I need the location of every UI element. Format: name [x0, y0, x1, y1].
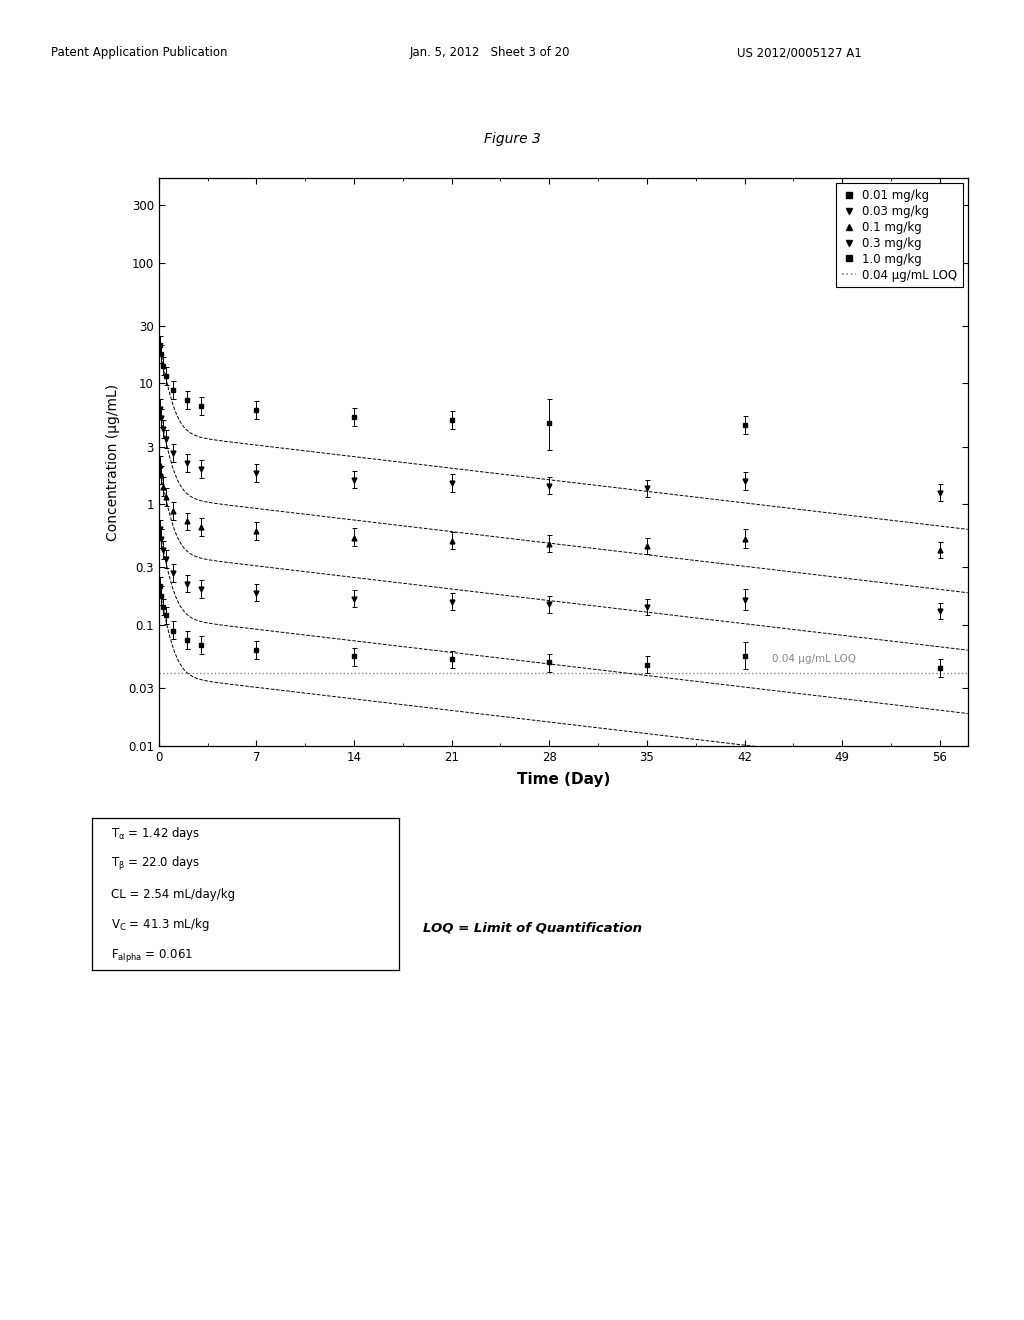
- Text: V$_{\mathregular{C}}$ = 41.3 mL/kg: V$_{\mathregular{C}}$ = 41.3 mL/kg: [111, 916, 209, 933]
- Text: CL = 2.54 mL/day/kg: CL = 2.54 mL/day/kg: [111, 888, 234, 900]
- X-axis label: Time (Day): Time (Day): [516, 772, 610, 787]
- Text: Patent Application Publication: Patent Application Publication: [51, 46, 227, 59]
- Text: Figure 3: Figure 3: [483, 132, 541, 145]
- Text: T$_{\mathregular{\alpha}}$ = 1.42 days: T$_{\mathregular{\alpha}}$ = 1.42 days: [111, 825, 200, 842]
- Y-axis label: Concentration (μg/mL): Concentration (μg/mL): [105, 383, 120, 541]
- Text: 0.04 μg/mL LOQ: 0.04 μg/mL LOQ: [772, 655, 856, 664]
- Text: F$_{\mathregular{alpha}}$ = 0.061: F$_{\mathregular{alpha}}$ = 0.061: [111, 946, 193, 964]
- Legend: 0.01 mg/kg, 0.03 mg/kg, 0.1 mg/kg, 0.3 mg/kg, 1.0 mg/kg, 0.04 μg/mL LOQ: 0.01 mg/kg, 0.03 mg/kg, 0.1 mg/kg, 0.3 m…: [836, 183, 963, 288]
- Text: T$_{\mathregular{\beta}}$ = 22.0 days: T$_{\mathregular{\beta}}$ = 22.0 days: [111, 855, 200, 873]
- Text: US 2012/0005127 A1: US 2012/0005127 A1: [737, 46, 862, 59]
- Text: Jan. 5, 2012   Sheet 3 of 20: Jan. 5, 2012 Sheet 3 of 20: [410, 46, 570, 59]
- Text: LOQ = Limit of Quantification: LOQ = Limit of Quantification: [423, 921, 642, 935]
